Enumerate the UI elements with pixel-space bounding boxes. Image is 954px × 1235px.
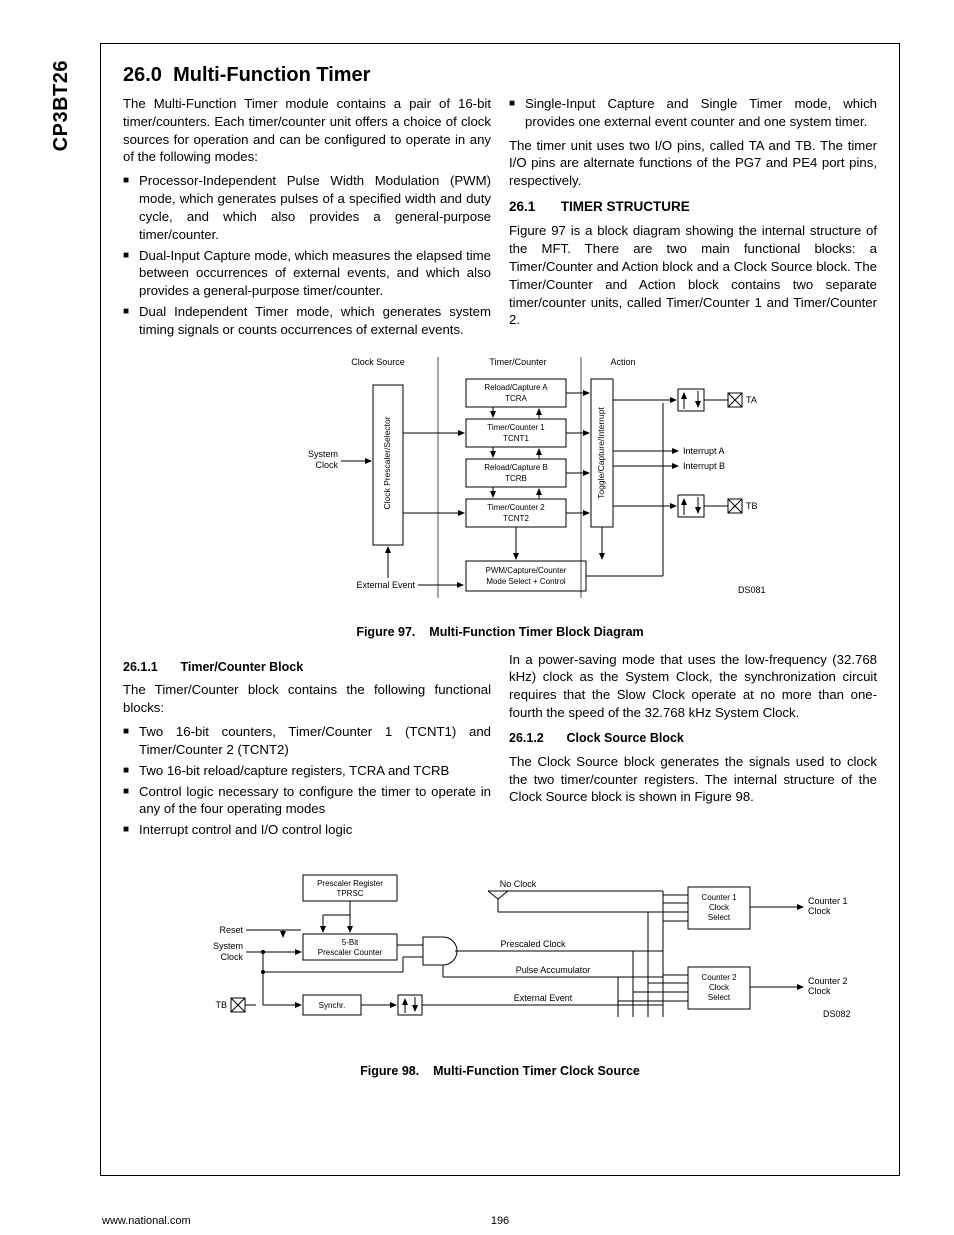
label-c2-out-2: Clock (808, 986, 831, 996)
sub-2612-title: Clock Source Block (566, 731, 683, 745)
list-item: Dual-Input Capture mode, which measures … (123, 247, 491, 300)
label-prescaler: Clock Prescaler/Selector (382, 416, 392, 509)
sub-2612-heading: 26.1.2 Clock Source Block (509, 730, 877, 747)
page-footer: www.national.com 196 (100, 1215, 900, 1227)
figure-98-title: Multi-Function Timer Clock Source (433, 1064, 640, 1078)
label-clock-source: Clock Source (351, 357, 405, 367)
sub-261-title: TIMER STRUCTURE (561, 199, 690, 214)
label-interrupt-a: Interrupt A (683, 446, 725, 456)
figure-97-num: Figure 97. (356, 625, 415, 639)
label-tb: TB (746, 501, 758, 511)
figure-97-title: Multi-Function Timer Block Diagram (429, 625, 643, 639)
pins-para: The timer unit uses two I/O pins, called… (509, 137, 877, 190)
label-5bit-1: 5-Bit (342, 938, 359, 947)
label-prescaled: Prescaled Clock (500, 939, 566, 949)
label-tcnt2-1: Timer/Counter 2 (487, 503, 545, 512)
label-tcra-2: TCRA (505, 394, 527, 403)
sub-2611-heading: 26.1.1 Timer/Counter Block (123, 659, 491, 676)
figure-98-diagram: Prescaler Register TPRSC 5-Bit Prescaler… (123, 867, 878, 1052)
label-toggle: Toggle/Capture/Interrupt (596, 406, 606, 498)
label-c1-out-2: Clock (808, 906, 831, 916)
list-item: Control logic necessary to configure the… (123, 783, 491, 819)
label-timer-counter: Timer/Counter (489, 357, 546, 367)
list-item: Two 16-bit counters, Timer/Counter 1 (TC… (123, 723, 491, 759)
list-item: Single-Input Capture and Single Timer mo… (509, 95, 877, 131)
label-interrupt-b: Interrupt B (683, 461, 725, 471)
label-ext-event: External Event (356, 580, 415, 590)
label-tcnt1-2: TCNT1 (503, 434, 529, 443)
list-item: Two 16-bit reload/capture registers, TCR… (123, 762, 491, 780)
label-no-clock: No Clock (500, 879, 537, 889)
intro-para: The Multi-Function Timer module contains… (123, 95, 491, 166)
sub-261-num: 26.1 (509, 198, 557, 216)
footer-page-number: 196 (491, 1215, 509, 1227)
section-number: 26.0 (123, 64, 162, 86)
label-tcrb-1: Reload/Capture B (484, 463, 548, 472)
label-prescaler-reg-2: TPRSC (336, 889, 363, 898)
label-synchr: Synchr. (319, 1001, 346, 1010)
sub-261-body: Figure 97 is a block diagram showing the… (509, 222, 877, 329)
label-ta: TA (746, 395, 757, 405)
label-tcnt1-1: Timer/Counter 1 (487, 423, 545, 432)
label-pwm-1: PWM/Capture/Counter (486, 566, 567, 575)
label-c2-sel-2: Clock (709, 983, 730, 992)
sub-2611-right: In a power-saving mode that uses the low… (509, 651, 877, 722)
sub-2611-list: Two 16-bit counters, Timer/Counter 1 (TC… (123, 723, 491, 839)
label-system: System (213, 941, 243, 951)
label-c2-sel-1: Counter 2 (701, 973, 737, 982)
label-ext-event-98: External Event (514, 993, 573, 1003)
label-tcra-1: Reload/Capture A (484, 383, 548, 392)
label-ds081: DS081 (738, 585, 766, 595)
label-ds082: DS082 (823, 1009, 851, 1019)
label-clock: Clock (220, 952, 243, 962)
list-item: Processor-Independent Pulse Width Modula… (123, 172, 491, 243)
figure-97-diagram: Clock Source Timer/Counter Action Clock … (123, 353, 878, 613)
sub-2611-title: Timer/Counter Block (180, 660, 303, 674)
label-5bit-2: Prescaler Counter (318, 948, 383, 957)
label-action: Action (610, 357, 635, 367)
sub-2612-num: 26.1.2 (509, 730, 563, 747)
list-item: Interrupt control and I/O control logic (123, 821, 491, 839)
label-c1-sel-1: Counter 1 (701, 893, 737, 902)
label-tcnt2-2: TCNT2 (503, 514, 529, 523)
label-sys-clock-2: Clock (315, 460, 338, 470)
label-pwm-2: Mode Select + Control (486, 577, 566, 586)
label-c2-sel-3: Select (708, 993, 731, 1002)
label-sys-clock-1: System (308, 449, 338, 459)
footer-url: www.national.com (102, 1215, 191, 1227)
label-c1-sel-3: Select (708, 913, 731, 922)
mid-columns: 26.1.1 Timer/Counter Block The Timer/Cou… (123, 651, 877, 839)
list-item: Dual Independent Timer mode, which gener… (123, 303, 491, 339)
intro-columns: The Multi-Function Timer module contains… (123, 95, 877, 339)
product-code-label: CP3BT26 (50, 60, 73, 151)
sub-261-heading: 26.1 TIMER STRUCTURE (509, 198, 877, 216)
sub-2611-intro: The Timer/Counter block contains the fol… (123, 681, 491, 717)
label-c2-out-1: Counter 2 (808, 976, 848, 986)
label-reset: Reset (219, 925, 243, 935)
label-tcrb-2: TCRB (505, 474, 527, 483)
label-c1-out-1: Counter 1 (808, 896, 848, 906)
sub-2612-body: The Clock Source block generates the sig… (509, 753, 877, 806)
label-c1-sel-2: Clock (709, 903, 730, 912)
figure-97-caption: Figure 97. Multi-Function Timer Block Di… (123, 625, 877, 639)
page-content: 26.0 Multi-Function Timer The Multi-Func… (100, 43, 900, 1176)
sub-2611-num: 26.1.1 (123, 659, 177, 676)
section-title: 26.0 Multi-Function Timer (123, 64, 877, 87)
label-pulse-acc: Pulse Accumulator (516, 965, 591, 975)
figure-98-num: Figure 98. (360, 1064, 419, 1078)
section-name: Multi-Function Timer (173, 64, 370, 86)
label-prescaler-reg-1: Prescaler Register (317, 879, 383, 888)
label-tb-pin: TB (215, 1000, 227, 1010)
figure-98-caption: Figure 98. Multi-Function Timer Clock So… (123, 1064, 877, 1078)
